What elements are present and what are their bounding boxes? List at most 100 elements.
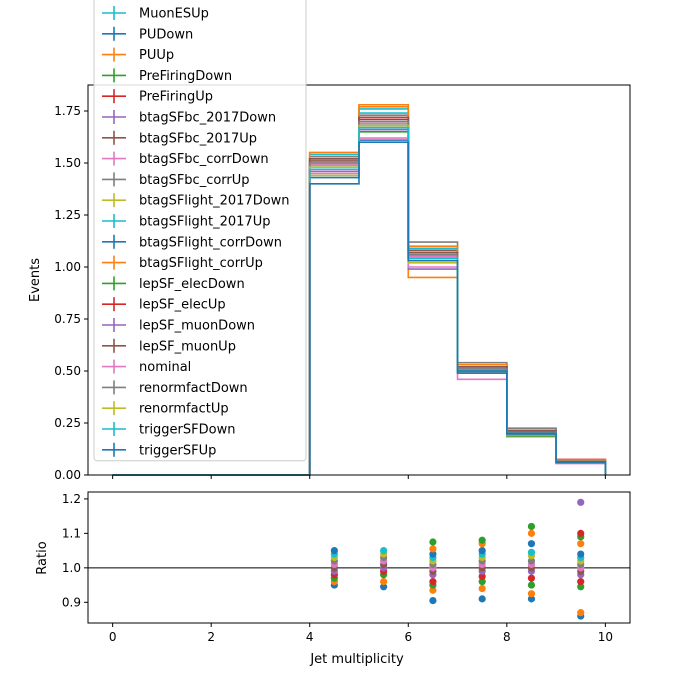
ratio-point: [577, 529, 585, 537]
ratio-point: [429, 545, 437, 553]
legend-entry: PUUp: [102, 47, 174, 63]
ratio-point: [478, 578, 486, 586]
x-axis-label: Jet multiplicity: [309, 652, 404, 667]
ratio-y-tick-label: 1.0: [62, 561, 81, 575]
ratio-point: [380, 547, 388, 555]
legend-entry: lepSF_muonDown: [102, 318, 255, 334]
legend-entry: renormfactDown: [102, 380, 248, 396]
legend-label: btagSFbc_2017Up: [139, 131, 257, 146]
legend-entry: triggerSFDown: [102, 422, 235, 438]
main-step-lines: [112, 103, 607, 476]
ratio-point: [527, 574, 536, 582]
main-y-tick-label: 1.75: [54, 104, 81, 118]
ratio-axes-frame: [87, 491, 631, 624]
ratio-x-tick-label: 0: [109, 630, 117, 644]
main-x-ticks: [112, 475, 606, 479]
ratio-point: [577, 578, 585, 586]
ratio-point: [527, 590, 536, 598]
ratio-point: [380, 583, 388, 591]
ratio-point: [429, 578, 437, 586]
ratio-point: [429, 596, 437, 605]
ratio-x-tick-label: 8: [503, 630, 511, 644]
main-y-tick-label: 1.50: [54, 156, 81, 170]
ratio-point: [527, 522, 536, 531]
ratio-point: [577, 609, 585, 617]
ratio-point: [577, 540, 585, 548]
ratio-point: [577, 550, 585, 558]
legend-entry: renormfactUp: [102, 401, 229, 417]
main-y-tick-label: 0.25: [54, 416, 81, 430]
ratio-point: [429, 550, 437, 558]
ratio-y-ticks: 0.9 1.0 1.1 1.2: [62, 492, 88, 609]
ratio-point: [429, 538, 437, 546]
ratio-y-tick-label: 1.1: [62, 526, 81, 540]
ratio-point: [527, 595, 536, 603]
legend-box: [93, 0, 307, 462]
legend-entry: btagSFbc_2017Down: [102, 110, 276, 126]
ratio-points: [330, 498, 585, 620]
legend-entry: btagSFlight_corrDown: [102, 234, 282, 250]
legend-label: PreFiringDown: [139, 69, 232, 84]
main-y-ticks: 0.00 0.25 0.50 0.75 1.00 1.25 1.50 1.75: [54, 104, 88, 482]
legend-entry: lepSF_muonUp: [102, 338, 236, 354]
legend-label: btagSFlight_corrUp: [139, 256, 263, 271]
legend-label: triggerSFUp: [139, 443, 216, 458]
ratio-panel: 0.9 1.0 1.1 1.2 0 2 4 6 8 10 Ratio Jet multiplic…: [35, 491, 631, 667]
ratio-y-tick-label: 1.2: [62, 492, 81, 506]
legend-entry: MuonESUp: [102, 6, 209, 22]
main-y-tick-label: 0.50: [54, 364, 81, 378]
main-y-tick-label: 0.00: [54, 468, 81, 482]
main-axes-frame: [87, 84, 631, 476]
ratio-point: [429, 586, 437, 594]
ratio-point: [527, 581, 536, 589]
legend-label: lepSF_elecDown: [139, 277, 245, 292]
ratio-point: [478, 584, 486, 593]
legend: MuonESUp PUDown PUUp PreFiringDown PreFiring…: [93, 0, 307, 462]
legend-label: MuonESUp: [139, 7, 209, 22]
ratio-point: [478, 572, 486, 581]
legend-label: btagSFlight_2017Up: [139, 215, 270, 230]
legend-entry: PreFiringUp: [102, 89, 213, 105]
legend-label: PUUp: [139, 48, 174, 63]
legend-label: btagSFbc_corrDown: [139, 152, 269, 167]
legend-entry: btagSFlight_corrUp: [102, 255, 263, 271]
legend-label: triggerSFDown: [139, 423, 235, 438]
ratio-point: [577, 498, 585, 506]
ratio-point: [478, 595, 486, 603]
ratio-x-tick-label: 2: [207, 630, 215, 644]
legend-label: btagSFlight_2017Down: [139, 194, 290, 209]
legend-label: btagSFbc_corrUp: [139, 173, 250, 188]
ratio-plot-area: [88, 492, 630, 623]
legend-label: renormfactDown: [139, 381, 248, 396]
legend-label: btagSFlight_corrDown: [139, 235, 282, 250]
legend-label: lepSF_muonUp: [139, 339, 236, 354]
ratio-point: [527, 548, 536, 556]
legend-label: lepSF_elecUp: [139, 298, 226, 313]
ratio-point: [527, 557, 536, 565]
legend-label: renormfactUp: [139, 402, 229, 417]
legend-entry: triggerSFUp: [102, 442, 216, 458]
legend-entry: PUDown: [102, 26, 193, 42]
ratio-point: [380, 578, 388, 586]
legend-entry: btagSFbc_corrDown: [102, 151, 269, 167]
legend-label: lepSF_muonDown: [139, 319, 255, 334]
ratio-point: [577, 583, 585, 591]
ratio-point: [527, 529, 536, 537]
ratio-point: [478, 547, 486, 555]
ratio-point: [478, 536, 486, 544]
ratio-x-tick-label: 6: [404, 630, 412, 644]
ratio-x-ticks: 0 2 4 6 8 10: [109, 623, 613, 644]
main-y-tick-label: 0.75: [54, 312, 81, 326]
ratio-y-tick-label: 0.9: [62, 595, 81, 609]
legend-entry: btagSFbc_corrUp: [102, 172, 250, 188]
legend-label: PUDown: [139, 27, 193, 42]
legend-entry: btagSFlight_2017Up: [102, 214, 270, 230]
legend-entry: lepSF_elecUp: [102, 297, 226, 313]
legend-entry: btagSFlight_2017Down: [102, 193, 290, 209]
main-y-tick-label: 1.00: [54, 260, 81, 274]
ratio-x-tick-label: 4: [306, 630, 314, 644]
legend-entry: btagSFbc_2017Up: [102, 130, 257, 146]
legend-label: PreFiringUp: [139, 90, 213, 105]
ratio-point: [330, 547, 338, 555]
